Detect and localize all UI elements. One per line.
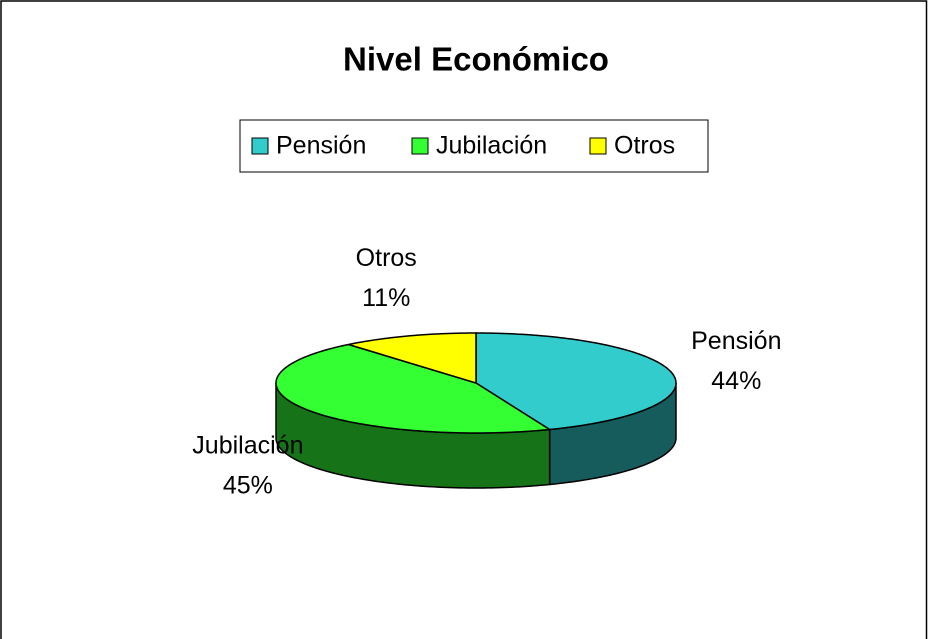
data-label-name: Otros [356,244,417,272]
data-label-value: 11% [362,284,410,312]
data-label-name: Pensión [691,327,781,355]
data-label-value: 44% [711,367,761,395]
legend-swatch [251,137,269,155]
data-label-name: Jubilación [192,432,303,460]
legend-box [239,119,709,173]
legend-swatch [589,137,607,155]
slice [475,332,677,431]
data-label-value: 45% [223,472,273,500]
legend-swatch [411,137,429,155]
chart-title: Nivel Económico [343,41,609,78]
legend-label: Pensión [276,132,366,160]
legend-label: Jubilación [436,132,547,160]
slice [348,332,477,385]
legend-label: Otros [614,132,675,160]
slice [275,343,552,434]
